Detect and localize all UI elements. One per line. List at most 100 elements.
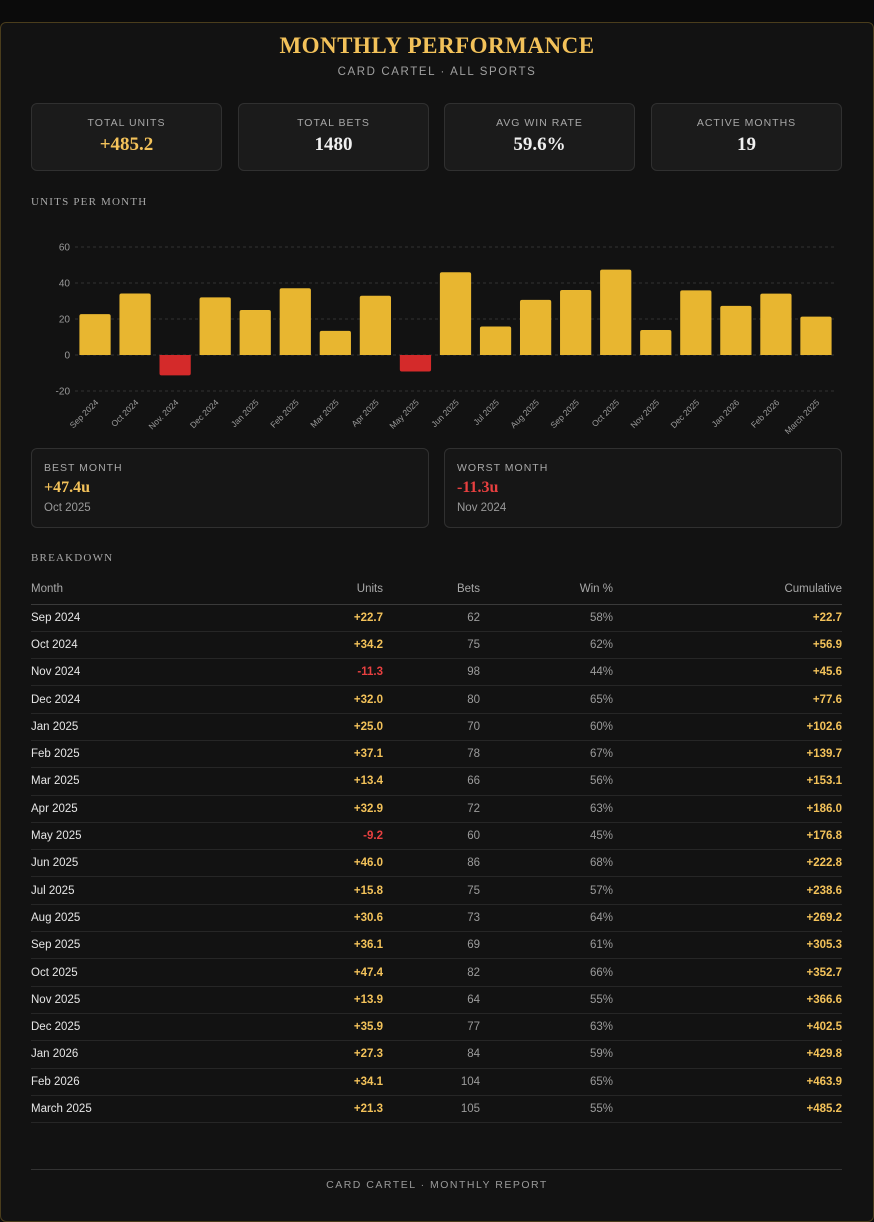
- cell-cum: +352.7: [613, 958, 842, 987]
- bar: [760, 293, 792, 355]
- cell-win: 63%: [480, 795, 613, 823]
- bar: [640, 329, 672, 355]
- bar: [560, 290, 592, 355]
- cell-month: Oct 2025: [31, 958, 181, 987]
- worst-month-label: WORST MONTH: [457, 462, 549, 474]
- cell-month: Sep 2024: [31, 604, 181, 632]
- cell-win: 65%: [480, 1068, 613, 1096]
- cell-bets: 69: [383, 931, 480, 960]
- x-tick-label: Jan 2025: [229, 397, 261, 429]
- cell-cum: +366.6: [613, 986, 842, 1014]
- x-tick-label: Nov 2025: [628, 397, 661, 430]
- stat-active-months: ACTIVE MONTHS 19: [651, 103, 842, 171]
- cell-bets: 98: [383, 658, 480, 687]
- cell-bets: 70: [383, 713, 480, 741]
- cell-units: +34.2: [181, 631, 383, 660]
- table-row: Feb 2025 +37.1 78 67% +139.7: [31, 740, 842, 769]
- footer-text: CARD CARTEL · MONTHLY REPORT: [326, 1179, 548, 1191]
- bar: [199, 297, 231, 355]
- cell-month: May 2025: [31, 822, 181, 851]
- x-tick-label: Dec 2024: [188, 397, 221, 430]
- cell-bets: 78: [383, 740, 480, 769]
- chart-section-label: UNITS PER MONTH: [31, 196, 148, 208]
- cell-cum: +402.5: [613, 1013, 842, 1042]
- cell-cum: +77.6: [613, 685, 842, 714]
- x-tick-label: Jan 2026: [709, 397, 741, 429]
- cell-bets: 75: [383, 631, 480, 660]
- cell-cum: +186.0: [613, 795, 842, 823]
- bar: [319, 330, 351, 355]
- table-row: Oct 2024 +34.2 75 62% +56.9: [31, 631, 842, 660]
- breakdown-table: Month Units Bets Win % Cumulative Sep 20…: [31, 574, 842, 1124]
- cell-month: Jul 2025: [31, 876, 181, 905]
- cell-bets: 104: [383, 1068, 480, 1096]
- cell-month: Feb 2026: [31, 1068, 181, 1096]
- cell-units: +35.9: [181, 1013, 383, 1042]
- cell-win: 63%: [480, 1013, 613, 1042]
- bar: [79, 314, 111, 355]
- table-row: Oct 2025 +47.4 82 66% +352.7: [31, 958, 842, 987]
- cell-win: 67%: [480, 740, 613, 769]
- best-month-name: Oct 2025: [44, 502, 91, 514]
- x-tick-label: Nov. 2024: [147, 397, 181, 431]
- cell-cum: +45.6: [613, 658, 842, 687]
- cell-win: 60%: [480, 713, 613, 741]
- col-header-bets: Bets: [383, 574, 480, 605]
- cell-bets: 66: [383, 767, 480, 796]
- cell-units: +32.9: [181, 795, 383, 823]
- table-row: Mar 2025 +13.4 66 56% +153.1: [31, 767, 842, 796]
- stat-value: +485.2: [99, 134, 154, 155]
- y-tick-label: 40: [59, 279, 71, 290]
- cell-month: Aug 2025: [31, 904, 181, 933]
- x-tick-label: Apr 2025: [349, 397, 381, 429]
- table-row: May 2025 -9.2 60 45% +176.8: [31, 822, 842, 851]
- cell-win: 59%: [480, 1040, 613, 1069]
- x-tick-label: Oct 2025: [590, 397, 622, 429]
- worst-month-card: WORST MONTH -11.3u Nov 2024: [444, 448, 842, 528]
- cell-cum: +222.8: [613, 849, 842, 878]
- cell-month: March 2025: [31, 1095, 181, 1124]
- cell-win: 65%: [480, 685, 613, 714]
- y-tick-label: 20: [59, 315, 71, 326]
- table-row: Aug 2025 +30.6 73 64% +269.2: [31, 904, 842, 933]
- worst-month-name: Nov 2024: [457, 502, 507, 514]
- stat-value: 59.6%: [513, 134, 566, 155]
- cell-units: +34.1: [181, 1068, 383, 1096]
- table-row: Sep 2024 +22.7 62 58% +22.7: [31, 604, 842, 632]
- table-row: Dec 2024 +32.0 80 65% +77.6: [31, 685, 842, 714]
- best-month-value: +47.4u: [44, 479, 91, 496]
- stat-value: 1480: [314, 134, 353, 155]
- cell-bets: 73: [383, 904, 480, 933]
- cell-bets: 64: [383, 986, 480, 1014]
- cell-bets: 72: [383, 795, 480, 823]
- cell-month: Jun 2025: [31, 849, 181, 878]
- cell-win: 55%: [480, 986, 613, 1014]
- cell-cum: +22.7: [613, 604, 842, 632]
- stat-total-units: TOTAL UNITS +485.2: [31, 103, 222, 171]
- bar: [720, 305, 752, 355]
- bar: [159, 355, 191, 376]
- cell-win: 45%: [480, 822, 613, 851]
- x-tick-label: Jul 2025: [471, 397, 501, 427]
- x-tick-label: Feb 2025: [268, 397, 301, 430]
- table-row: Sep 2025 +36.1 69 61% +305.3: [31, 931, 842, 960]
- cell-cum: +56.9: [613, 631, 842, 660]
- bar: [279, 288, 311, 355]
- cell-bets: 75: [383, 876, 480, 905]
- cell-cum: +463.9: [613, 1068, 842, 1096]
- y-tick-label: -20: [56, 387, 71, 398]
- cell-month: Nov 2024: [31, 658, 181, 687]
- cell-cum: +153.1: [613, 767, 842, 796]
- cell-cum: +238.6: [613, 876, 842, 905]
- cell-month: Oct 2024: [31, 631, 181, 660]
- cell-win: 57%: [480, 876, 613, 905]
- bar: [800, 316, 832, 355]
- cell-units: -9.2: [181, 822, 383, 851]
- cell-win: 64%: [480, 904, 613, 933]
- cell-bets: 80: [383, 685, 480, 714]
- table-header-row: Month Units Bets Win % Cumulative: [31, 574, 842, 605]
- cell-cum: +269.2: [613, 904, 842, 933]
- page-subtitle: CARD CARTEL · ALL SPORTS: [337, 66, 537, 78]
- table-row: March 2025 +21.3 105 55% +485.2: [31, 1095, 842, 1124]
